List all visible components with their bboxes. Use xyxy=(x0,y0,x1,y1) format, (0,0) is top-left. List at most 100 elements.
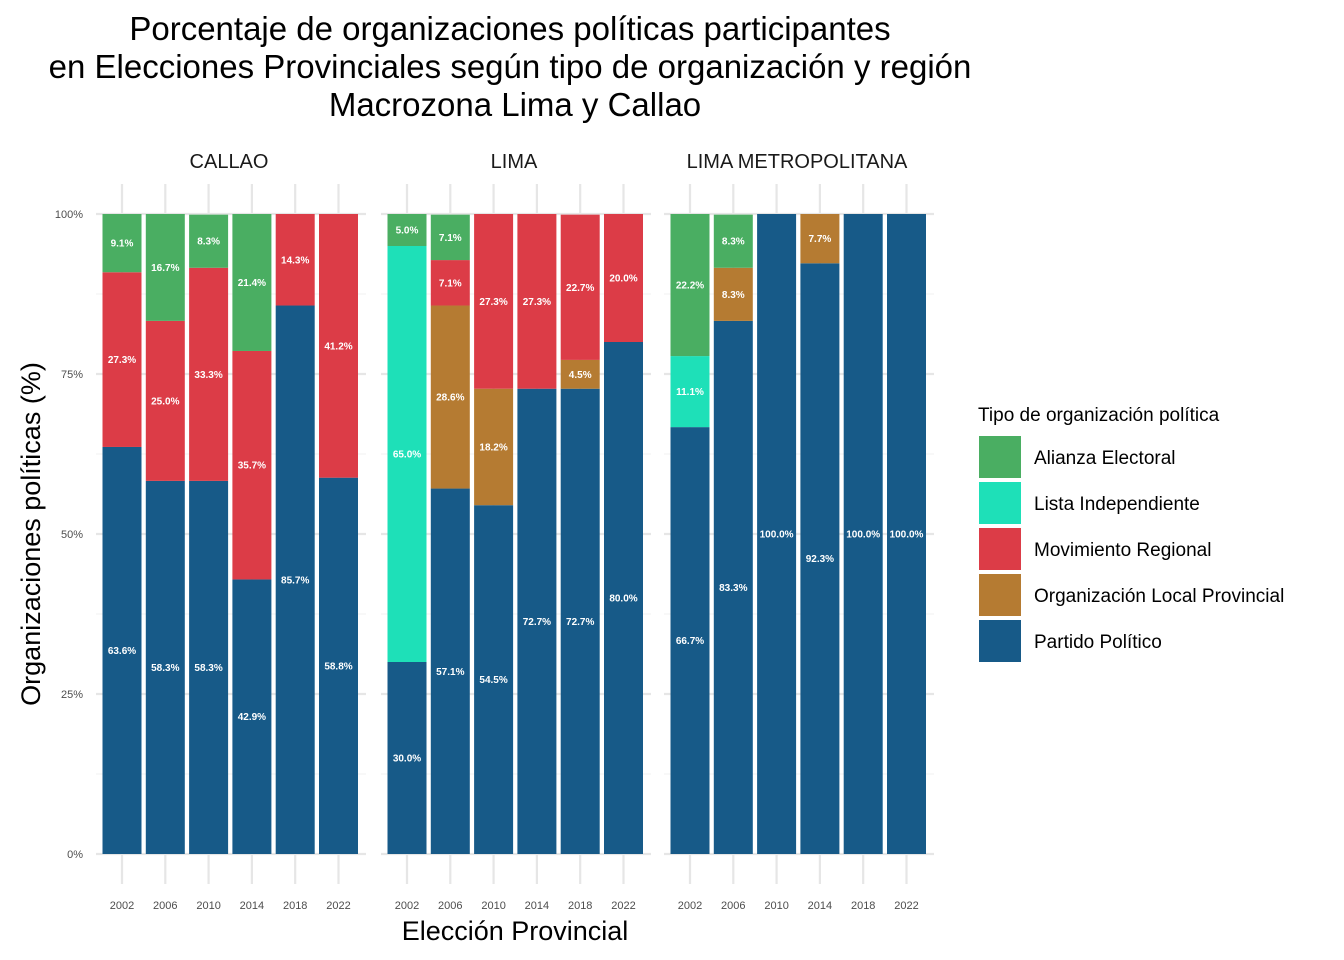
x-tick-label: 2002 xyxy=(395,900,419,912)
bar-data-label: 33.3% xyxy=(194,370,222,381)
legend-label: Alianza Electoral xyxy=(1034,448,1176,469)
bar-segment-movimiento-regional xyxy=(102,272,142,447)
bar-segment-organizacion-local-provincial xyxy=(430,305,470,489)
legend-item-partido-politico: Partido Político xyxy=(979,620,1162,662)
facet-panels: CALLAO 63.6% 27.3% 9.1% 58.3% 25.0% 16.7% 58.3%… xyxy=(96,151,934,912)
chart-title-line-2: en Elecciones Provinciales según tipo de… xyxy=(49,48,972,85)
bar-data-label: 27.3% xyxy=(479,297,507,308)
bar-data-label: 11.1% xyxy=(676,387,704,398)
bar-segment-alianza-electoral xyxy=(670,214,710,357)
bar-data-label: 72.7% xyxy=(566,617,594,628)
bar-segment-partido-politico xyxy=(145,480,185,854)
x-tick-label: 2018 xyxy=(568,900,592,912)
legend-swatch xyxy=(979,436,1021,478)
bar-segment-alianza-electoral xyxy=(102,214,142,273)
bar-segment-movimiento-regional xyxy=(189,267,229,481)
bar-data-label: 80.0% xyxy=(609,594,637,605)
bar-data-label: 21.4% xyxy=(238,278,266,289)
legend-item-movimiento-regional: Movimiento Regional xyxy=(979,528,1211,570)
y-tick-label: 0% xyxy=(67,849,83,861)
bar-segment-partido-politico xyxy=(474,505,514,854)
bar-segment-partido-politico xyxy=(757,214,797,854)
bar-data-label: 65.0% xyxy=(393,450,421,461)
legend-item-organizacion-local-provincial: Organización Local Provincial xyxy=(979,574,1284,616)
bar-segment-movimiento-regional xyxy=(474,214,514,389)
bar-segment-alianza-electoral xyxy=(232,214,272,351)
bar-segment-partido-politico xyxy=(560,388,600,854)
legend-swatch xyxy=(979,574,1021,616)
bar-segment-organizacion-local-provincial xyxy=(474,388,514,506)
bar-segment-movimiento-regional xyxy=(517,214,557,389)
x-tick-label: 2006 xyxy=(721,900,745,912)
bar-segment-partido-politico xyxy=(102,446,142,854)
chart-title-line-3: Macrozona Lima y Callao xyxy=(329,86,701,123)
bar-data-label: 30.0% xyxy=(393,754,421,765)
bars xyxy=(387,214,643,854)
bar-data-label: 92.3% xyxy=(806,554,834,565)
x-tick-label: 2014 xyxy=(240,900,264,912)
bar-labels: 63.6% 27.3% 9.1% 58.3% 25.0% 16.7% 58.3% 33.3% 8… xyxy=(108,237,353,724)
bar-segment-partido-politico xyxy=(843,214,883,854)
bar-data-label: 7.7% xyxy=(809,234,832,245)
x-tick-label: 2006 xyxy=(153,900,177,912)
bar-data-label: 9.1% xyxy=(111,239,134,250)
bar-segment-partido-politico xyxy=(604,342,643,854)
bar-data-label: 7.1% xyxy=(439,278,462,289)
bar-segment-partido-politico xyxy=(713,320,753,854)
bar-data-label: 42.9% xyxy=(238,712,266,723)
legend-label: Lista Independiente xyxy=(1034,494,1200,515)
bar-segment-movimiento-regional xyxy=(560,214,600,360)
bars xyxy=(102,214,358,854)
bar-segment-partido-politico xyxy=(800,263,840,854)
bar-data-label: 5.0% xyxy=(396,226,419,237)
bar-data-label: 18.2% xyxy=(479,442,507,453)
facet-panel-callao: CALLAO 63.6% 27.3% 9.1% 58.3% 25.0% 16.7% 58.3%… xyxy=(96,151,366,912)
bar-data-label: 20.0% xyxy=(609,274,637,285)
bar-data-label: 100.0% xyxy=(760,530,794,541)
x-tick-label: 2002 xyxy=(110,900,134,912)
facet-panel-lima-metropolitana: LIMA METROPOLITANA 66.7% 11.1% 22.2% 83.3% 8.… xyxy=(664,151,934,912)
legend-title: Tipo de organización política xyxy=(978,405,1220,426)
bar-data-label: 16.7% xyxy=(151,263,179,274)
bar-segment-partido-politico xyxy=(387,662,427,854)
bar-segment-movimiento-regional xyxy=(145,320,185,481)
bar-data-label: 27.3% xyxy=(108,355,136,366)
chart-title-line-1: Porcentaje de organizaciones políticas p… xyxy=(129,10,890,47)
legend-label: Partido Político xyxy=(1034,632,1162,653)
bar-segment-organizacion-local-provincial xyxy=(713,267,753,321)
bar-segment-movimiento-regional xyxy=(319,214,358,478)
bar-data-label: 100.0% xyxy=(890,530,924,541)
bar-segment-partido-politico xyxy=(887,214,926,854)
bars xyxy=(670,214,926,854)
bar-segment-alianza-electoral xyxy=(713,214,753,268)
bar-data-label: 25.0% xyxy=(151,396,179,407)
bar-data-label: 58.3% xyxy=(194,663,222,674)
facet-strip-label: CALLAO xyxy=(190,151,269,173)
x-axis-title: Elección Provincial xyxy=(402,916,629,946)
bar-segment-partido-politico xyxy=(517,388,557,854)
legend-swatch xyxy=(979,528,1021,570)
bar-data-label: 58.3% xyxy=(151,663,179,674)
bar-data-label: 14.3% xyxy=(281,255,309,266)
bar-data-label: 22.7% xyxy=(566,283,594,294)
x-tick-label: 2002 xyxy=(678,900,702,912)
bar-data-label: 83.3% xyxy=(719,583,747,594)
bar-data-label: 72.7% xyxy=(523,617,551,628)
x-tick-label: 2010 xyxy=(764,900,788,912)
legend-item-lista-independiente: Lista Independiente xyxy=(979,482,1200,524)
facet-strip-label: LIMA METROPOLITANA xyxy=(687,151,908,173)
bar-data-label: 57.1% xyxy=(436,667,464,678)
bar-segment-lista-independiente xyxy=(670,356,710,428)
bar-segment-alianza-electoral xyxy=(387,214,427,246)
bar-data-label: 41.2% xyxy=(324,341,352,352)
bar-data-label: 100.0% xyxy=(846,530,880,541)
bar-segment-partido-politico xyxy=(670,427,710,854)
x-tick-label: 2022 xyxy=(611,900,635,912)
bar-data-label: 54.5% xyxy=(479,675,507,686)
chart-title: Porcentaje de organizaciones políticas p… xyxy=(49,10,972,123)
x-tick-label: 2018 xyxy=(851,900,875,912)
x-tick-label: 2010 xyxy=(196,900,220,912)
bar-data-label: 66.7% xyxy=(676,636,704,647)
bar-segment-organizacion-local-provincial xyxy=(800,214,840,264)
